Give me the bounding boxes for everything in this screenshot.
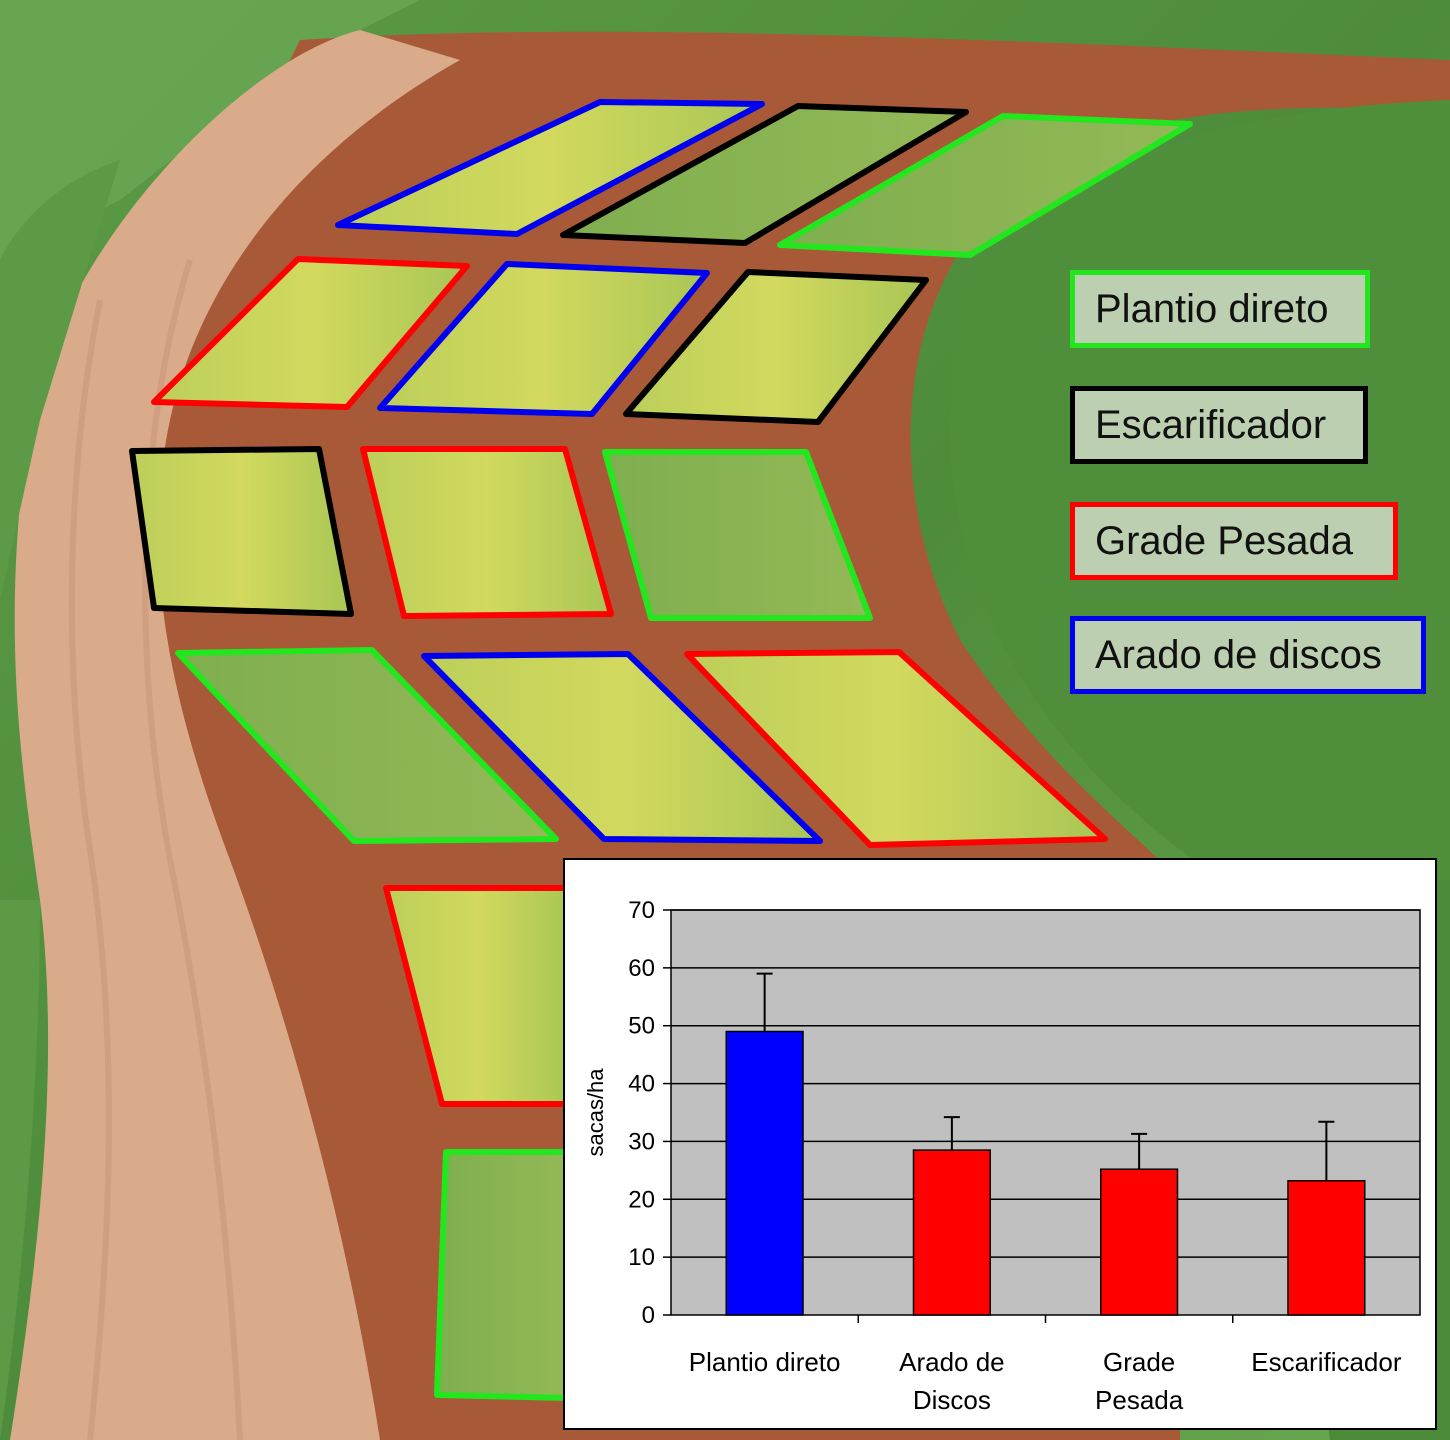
y-tick-label: 0	[642, 1302, 655, 1329]
x-category-label: Discos	[913, 1385, 991, 1415]
bar	[725, 1030, 804, 1316]
x-category-label: Arado de	[899, 1347, 1005, 1377]
legend-item-grade-pesada: Grade Pesada	[1070, 502, 1398, 580]
x-category-label: Pesada	[1095, 1385, 1184, 1415]
plot-outlines	[129, 99, 1193, 1401]
field-plots	[132, 102, 1190, 1398]
legend-label: Escarificador	[1095, 403, 1327, 447]
y-tick-label: 30	[628, 1128, 655, 1155]
bar	[912, 1149, 992, 1316]
legend-item-escarificador: Escarificador	[1070, 386, 1368, 464]
legend-label: Grade Pesada	[1095, 519, 1353, 563]
x-category-label: Escarificador	[1251, 1347, 1402, 1377]
legend-label: Plantio direto	[1095, 287, 1329, 331]
y-axis-title: sacas/ha	[583, 1068, 608, 1157]
y-tick-label: 40	[628, 1071, 655, 1098]
y-tick-label: 60	[628, 955, 655, 982]
y-tick-label: 70	[628, 897, 655, 924]
chart-svg: 0 10 20 30 40 50 60 70 Plantio direto Arado de Dis…	[583, 897, 1421, 1415]
bar	[1099, 1168, 1179, 1316]
y-tick-label: 10	[628, 1244, 655, 1271]
legend-item-arado-de-discos: Arado de discos	[1070, 616, 1426, 694]
legend-label: Arado de discos	[1095, 633, 1382, 677]
y-tick-label: 50	[628, 1013, 655, 1040]
bar	[1287, 1180, 1366, 1316]
yield-bar-chart: 0 10 20 30 40 50 60 70 Plantio direto Arado de Dis…	[563, 858, 1437, 1430]
y-tick-label: 20	[628, 1186, 655, 1213]
legend-item-plantio-direto: Plantio direto	[1070, 270, 1370, 348]
x-category-label: Plantio direto	[689, 1347, 841, 1377]
x-category-label: Grade	[1103, 1347, 1175, 1377]
